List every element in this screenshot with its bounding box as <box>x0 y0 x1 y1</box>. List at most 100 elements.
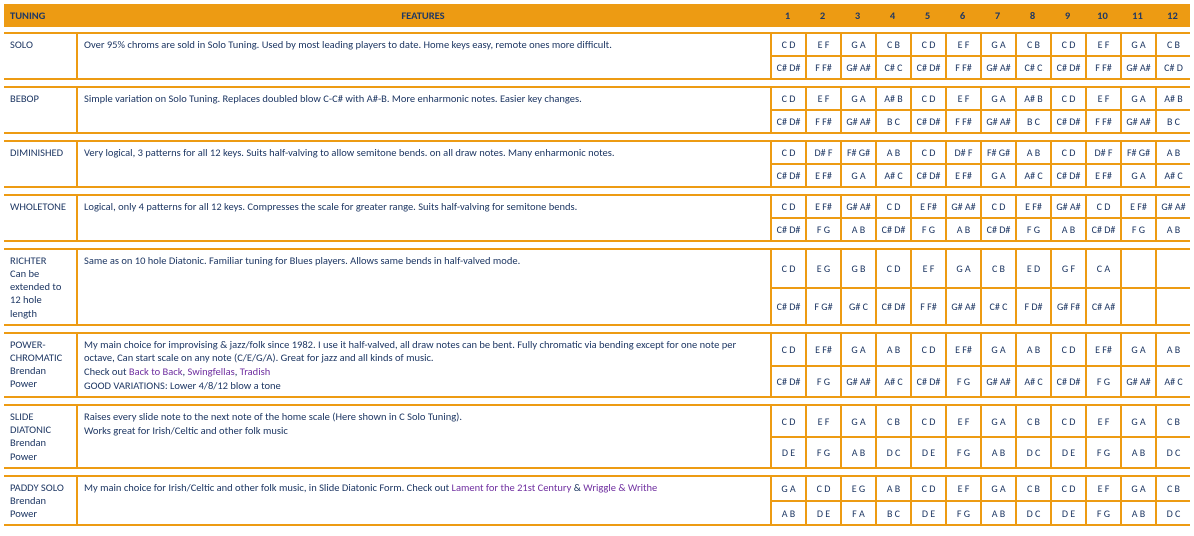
note-cell: E F <box>805 406 840 436</box>
note-cell: E F# <box>1015 196 1050 217</box>
note-cell: G F <box>1050 250 1085 287</box>
note-cell: C D <box>1050 34 1085 55</box>
tuning-author: Can be extended to 12 hole length <box>10 267 70 320</box>
note-cell: F F# <box>805 109 840 132</box>
notes-grid: C DE FG AA# BC DE FG AA# BC DE FG AA# BC… <box>770 88 1190 132</box>
note-cell: C D <box>980 196 1015 217</box>
note-cell: G# A# <box>840 109 875 132</box>
notes-grid: C DE GG BC DE FG AC BE DG FC AC# D#F G#G… <box>770 250 1190 324</box>
tuning-block: SLIDE DIATONICBrendan PowerRaises every … <box>4 404 1190 469</box>
note-cell: C# C <box>980 287 1015 324</box>
feature-line: Over 95% chroms are sold in Solo Tuning.… <box>84 38 764 52</box>
note-cell: C D <box>1085 196 1120 217</box>
notes-grid: G AC DE GA BC DE FG AC BC DE FG AC BA BD… <box>770 477 1190 524</box>
tuning-block: DIMINISHEDVery logical, 3 patterns for a… <box>4 140 1190 188</box>
note-cell: F G <box>1015 217 1050 240</box>
feature-link[interactable]: Tradish <box>240 365 271 378</box>
note-cell: D# F <box>1085 142 1120 163</box>
note-cell: F G <box>1120 217 1155 240</box>
note-cell: C D <box>770 406 805 436</box>
note-cell <box>1120 287 1155 324</box>
note-cell: C# D# <box>910 163 945 186</box>
note-cell: B C <box>875 500 910 524</box>
tuning-author: Brendan Power <box>10 436 70 462</box>
note-row: C DE F#G# A#C DE F#G# A#C DE F#G# A#C DE… <box>770 196 1190 217</box>
feature-line: Simple variation on Solo Tuning. Replace… <box>84 92 764 106</box>
note-cell: F F# <box>945 109 980 132</box>
note-cell: D# F <box>945 142 980 163</box>
note-cell: E F# <box>805 196 840 217</box>
feature-link[interactable]: Lament for the 21st Century <box>452 481 572 494</box>
note-cell: C D <box>770 88 805 109</box>
feature-line: GOOD VARIATIONS: Lower 4/8/12 blow a ton… <box>84 379 764 393</box>
note-cell: G# A# <box>1120 55 1155 78</box>
header-col-num: 4 <box>875 4 910 27</box>
note-cell: D E <box>1050 436 1085 466</box>
feature-line: Same as on 10 hole Diatonic. Familiar tu… <box>84 254 764 268</box>
tuning-block: RICHTERCan be extended to 12 hole length… <box>4 248 1190 326</box>
note-cell: F G <box>910 217 945 240</box>
note-cell: A B <box>840 217 875 240</box>
note-row: C# D#F F#G# A#B CC# D#F F#G# A#B CC# D#F… <box>770 109 1190 132</box>
note-cell: C D <box>910 142 945 163</box>
header-col-num: 9 <box>1050 4 1085 27</box>
tuning-block: SOLOOver 95% chroms are sold in Solo Tun… <box>4 32 1190 80</box>
note-cell: C# D# <box>770 287 805 324</box>
note-cell: G# A# <box>980 55 1015 78</box>
note-row: C# D#F GA BC# D#F GA BC# D#F GA BC# D#F … <box>770 217 1190 240</box>
note-cell: F# G# <box>1120 142 1155 163</box>
tuning-features: Simple variation on Solo Tuning. Replace… <box>76 88 770 132</box>
note-cell: G A <box>1120 34 1155 55</box>
note-cell: A B <box>840 436 875 466</box>
note-cell: C B <box>1015 477 1050 501</box>
note-cell: G A <box>945 250 980 287</box>
note-cell: C# C <box>1015 55 1050 78</box>
note-cell: G# A# <box>980 109 1015 132</box>
note-cell: G# A# <box>1120 365 1155 396</box>
note-cell: C# C <box>875 55 910 78</box>
note-cell: F G <box>945 365 980 396</box>
note-cell: G A <box>980 163 1015 186</box>
note-cell: G# A# <box>1050 196 1085 217</box>
tuning-name: PADDY SOLOBrendan Power <box>4 477 76 524</box>
note-cell: C D <box>770 142 805 163</box>
note-cell: C D <box>1050 406 1085 436</box>
note-cell: C D <box>875 250 910 287</box>
note-cell: D C <box>875 436 910 466</box>
note-cell: E F <box>1085 88 1120 109</box>
tuning-features: My main choice for improvising & jazz/fo… <box>76 334 770 397</box>
note-cell: G A <box>770 477 805 501</box>
note-cell: C D <box>770 196 805 217</box>
feature-line: Check out Back to Back, Swingfellas, Tra… <box>84 365 764 379</box>
note-cell <box>1155 250 1190 287</box>
notes-grid: C DE FG AC BC DE FG AC BC DE FG AC BD EF… <box>770 406 1190 467</box>
notes-grid: C DE FG AC BC DE FG AC BC DE FG AC BC# D… <box>770 34 1190 78</box>
feature-line: Logical, only 4 patterns for all 12 keys… <box>84 200 764 214</box>
feature-link[interactable]: Back to Back <box>129 365 183 378</box>
note-cell: A B <box>1155 142 1190 163</box>
note-cell: C B <box>875 34 910 55</box>
tuning-name: BEBOP <box>4 88 76 132</box>
note-cell: C# D# <box>1050 365 1085 396</box>
note-cell: G# A# <box>1120 109 1155 132</box>
note-cell: G# A# <box>980 365 1015 396</box>
note-row: C DE FG AC BC DE FG AC BC DE FG AC B <box>770 34 1190 55</box>
note-cell: G A <box>1120 334 1155 365</box>
note-cell: F G <box>1085 500 1120 524</box>
feature-link[interactable]: Wriggle & Writhe <box>583 481 657 494</box>
note-cell: C D <box>770 250 805 287</box>
note-cell: E F <box>910 250 945 287</box>
header-row: TUNING FEATURES 123456789101112 <box>4 4 1190 27</box>
note-cell: D E <box>910 436 945 466</box>
note-cell: A# B <box>875 88 910 109</box>
note-cell: G A <box>840 34 875 55</box>
note-cell: D C <box>1155 436 1190 466</box>
feature-link[interactable]: Swingfellas <box>187 365 234 378</box>
notes-grid: C DE F#G# A#C DE F#G# A#C DE F#G# A#C DE… <box>770 196 1190 240</box>
tuning-name: RICHTERCan be extended to 12 hole length <box>4 250 76 324</box>
note-cell: A B <box>1015 334 1050 365</box>
note-cell: C# D# <box>1050 163 1085 186</box>
note-row: C# D#F GG# A#A# CC# D#F GG# A#A# CC# D#F… <box>770 365 1190 396</box>
notes-grid: C DE F#G AA BC DE F#G AA BC DE F#G AA BC… <box>770 334 1190 397</box>
note-cell: A# C <box>1015 365 1050 396</box>
